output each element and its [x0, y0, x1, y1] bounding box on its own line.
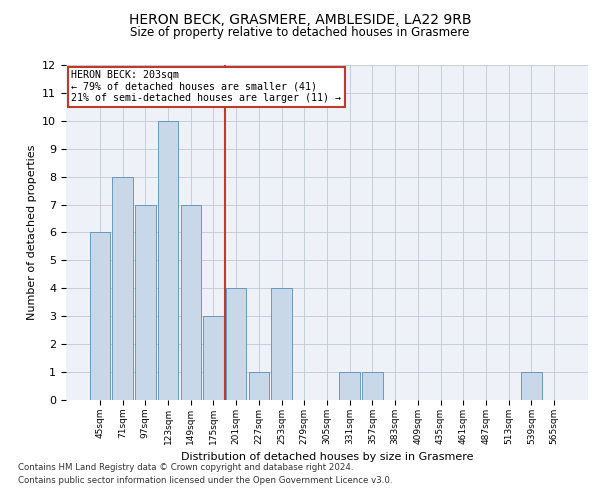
Bar: [521, 372, 542, 400]
Bar: [203, 316, 224, 400]
Bar: [271, 288, 292, 400]
Bar: [158, 121, 178, 400]
Y-axis label: Number of detached properties: Number of detached properties: [26, 145, 37, 320]
Bar: [362, 372, 383, 400]
Bar: [112, 176, 133, 400]
Text: Size of property relative to detached houses in Grasmere: Size of property relative to detached ho…: [130, 26, 470, 39]
Bar: [181, 204, 201, 400]
Bar: [248, 372, 269, 400]
Text: HERON BECK: 203sqm
← 79% of detached houses are smaller (41)
21% of semi-detache: HERON BECK: 203sqm ← 79% of detached hou…: [71, 70, 341, 103]
Bar: [135, 204, 155, 400]
Text: Contains HM Land Registry data © Crown copyright and database right 2024.: Contains HM Land Registry data © Crown c…: [18, 464, 353, 472]
Text: HERON BECK, GRASMERE, AMBLESIDE, LA22 9RB: HERON BECK, GRASMERE, AMBLESIDE, LA22 9R…: [129, 12, 471, 26]
Bar: [90, 232, 110, 400]
Bar: [226, 288, 247, 400]
Text: Contains public sector information licensed under the Open Government Licence v3: Contains public sector information licen…: [18, 476, 392, 485]
Bar: [340, 372, 360, 400]
X-axis label: Distribution of detached houses by size in Grasmere: Distribution of detached houses by size …: [181, 452, 473, 462]
